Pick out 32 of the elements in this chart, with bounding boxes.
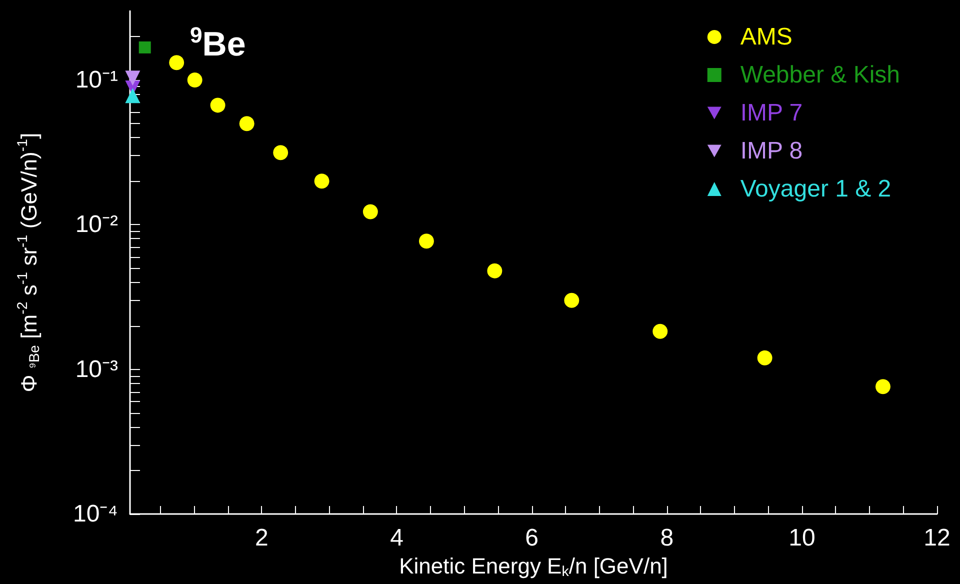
- legend-label: AMS: [740, 24, 792, 50]
- x-tick-label: 10: [788, 524, 816, 552]
- y-tick-label: 10⁻³: [75, 356, 118, 383]
- point: [273, 145, 288, 160]
- y-tick-label: 10⁻⁴: [72, 500, 118, 528]
- legend-label: IMP 8: [740, 138, 803, 164]
- y-tick-label: 10⁻¹: [75, 66, 118, 94]
- legend-label: IMP 7: [740, 100, 803, 126]
- point: [487, 263, 502, 278]
- point: [125, 70, 140, 86]
- x-tick-label: 12: [924, 524, 950, 552]
- x-tick-label: 4: [390, 524, 404, 552]
- point: [418, 234, 434, 249]
- point: [757, 350, 772, 366]
- text: Φ ⁹Be [m-2 s-1 sr-1 (GeV/n)-1]: [14, 132, 43, 392]
- point: [875, 379, 890, 394]
- point: [210, 98, 226, 113]
- legend-label: Voyager 1 & 2: [740, 176, 892, 202]
- point: [138, 41, 151, 54]
- point: [564, 292, 580, 308]
- x-tick-label: 2: [255, 524, 268, 552]
- x-tick-label: 6: [525, 524, 538, 552]
- point: [652, 324, 668, 339]
- point: [239, 116, 254, 132]
- legend-label: Webber & Kish: [740, 62, 900, 88]
- point: [362, 204, 378, 220]
- x-tick-label: 8: [660, 524, 674, 552]
- point: [125, 88, 140, 104]
- y-tick-label: 10⁻²: [75, 211, 118, 238]
- point: [187, 72, 202, 88]
- point: [314, 174, 330, 189]
- point: [169, 55, 184, 70]
